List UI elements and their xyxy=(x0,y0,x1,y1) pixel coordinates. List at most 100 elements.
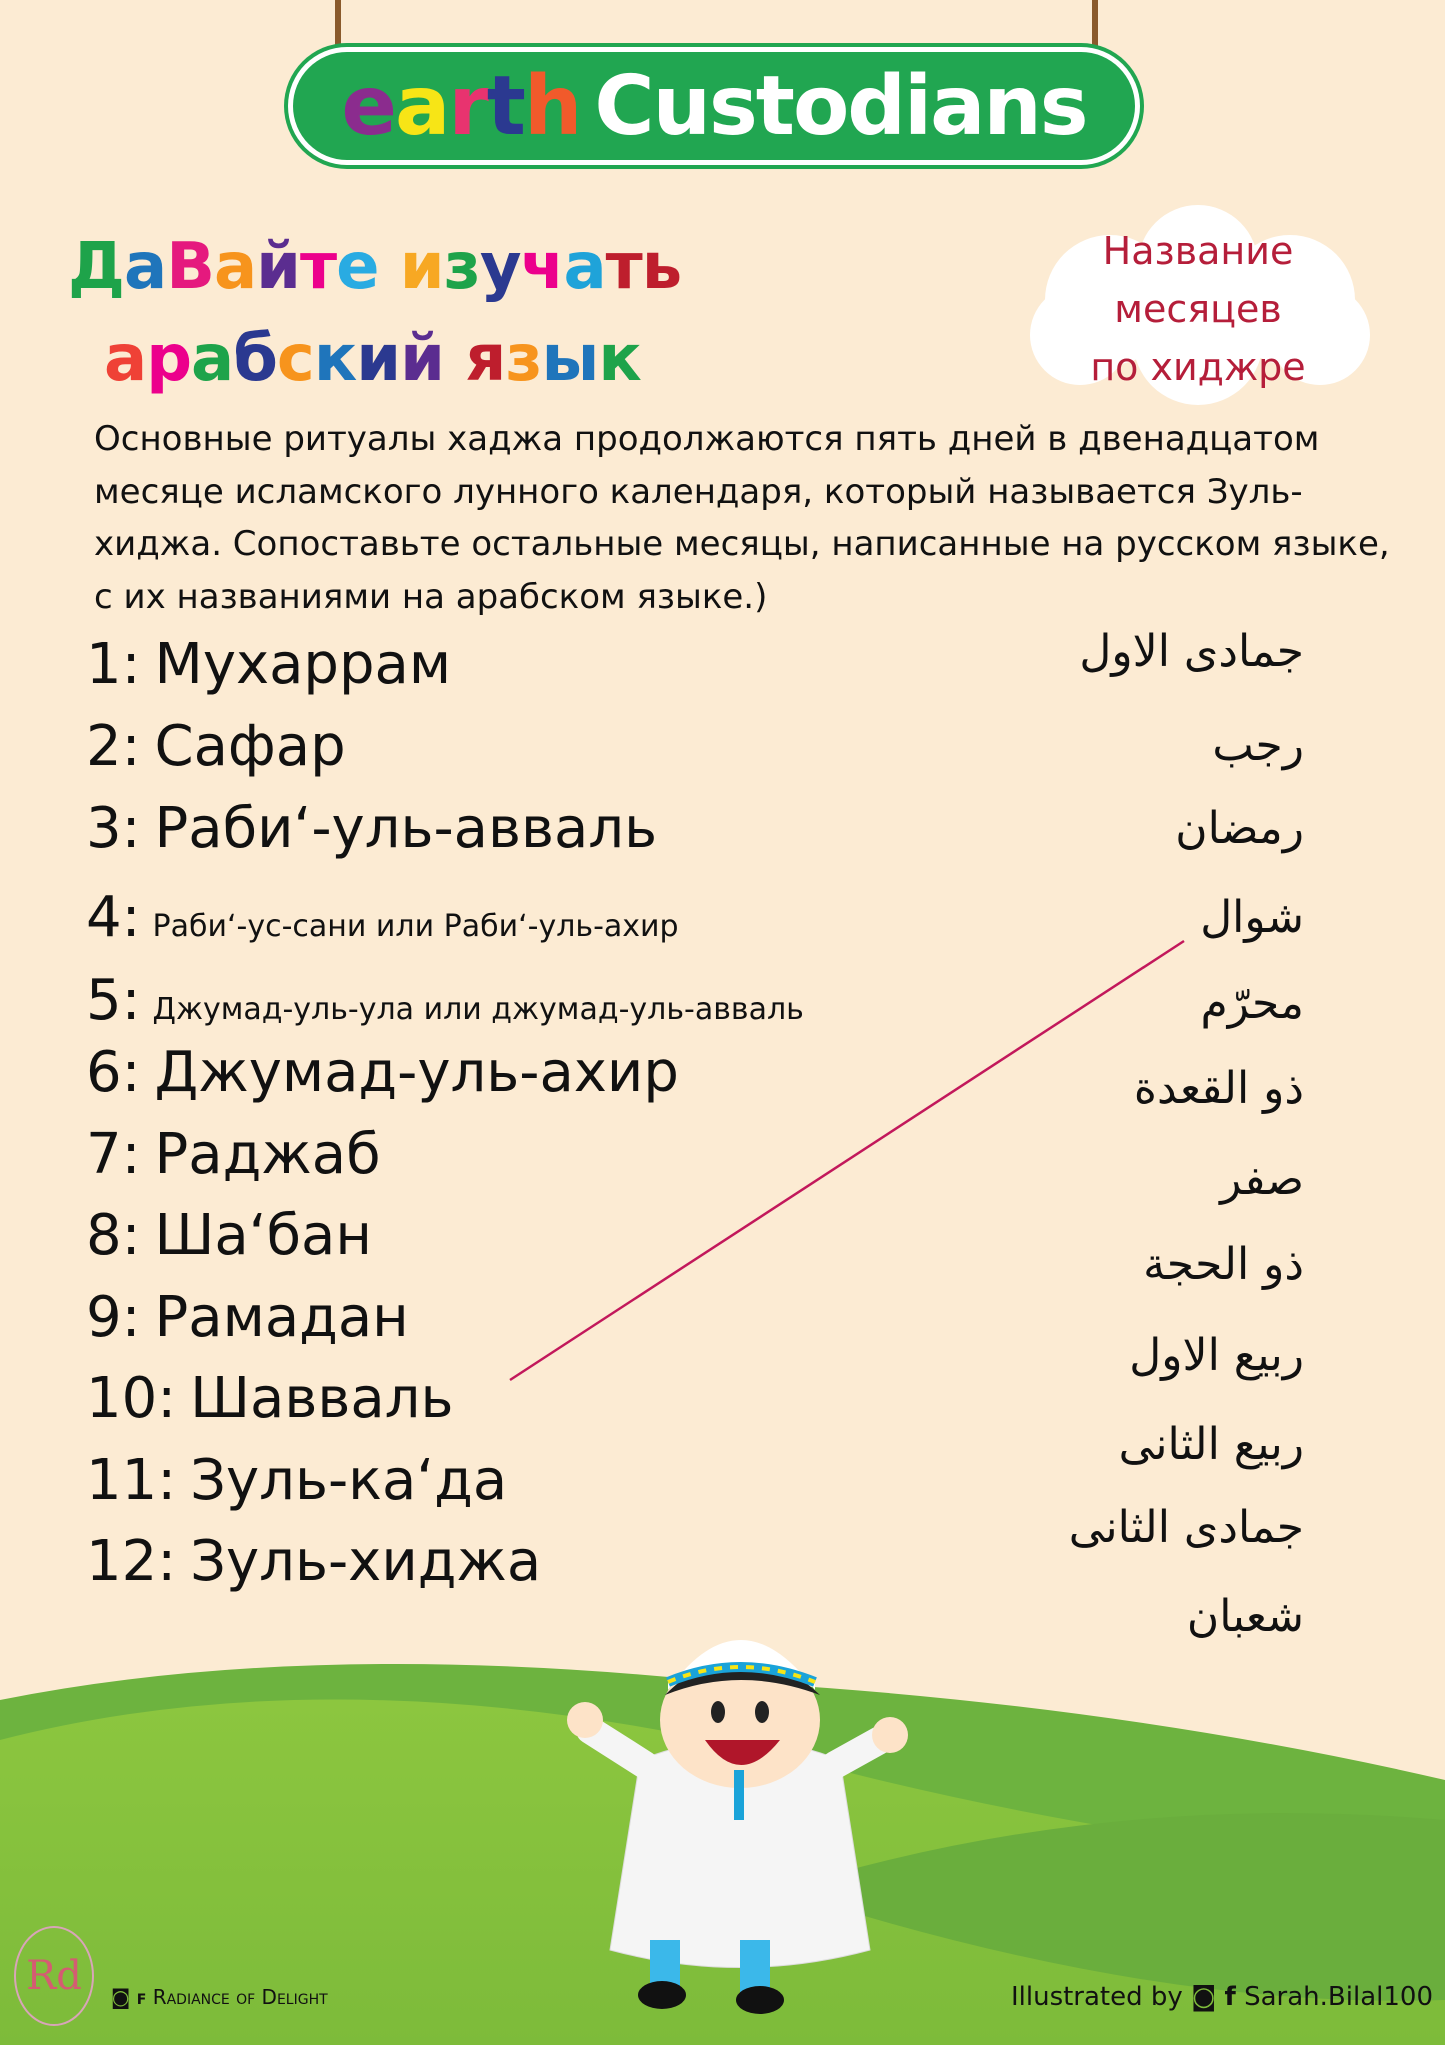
month-name: Зуль-ка‘да xyxy=(190,1448,508,1513)
title-letter: ы xyxy=(541,322,600,396)
arabic-month-item[interactable]: ربيع الاول xyxy=(1129,1330,1304,1381)
logo-custodians: Custodians xyxy=(594,58,1088,154)
arabic-month-item[interactable]: رجب xyxy=(1212,720,1304,771)
russian-month-item: 3: Раби‘-уль-авваль xyxy=(86,799,657,859)
month-name: Раби‘-ус-сани или Раби‘-уль-ахир xyxy=(152,909,679,944)
title-letter: р xyxy=(146,322,192,396)
arabic-month-item[interactable]: ربيع الثانى xyxy=(1118,1419,1304,1470)
cloud-line: Название xyxy=(1102,229,1294,273)
hanging-rope xyxy=(1092,0,1098,70)
title-letter: й xyxy=(400,322,445,396)
month-number: 4: xyxy=(86,885,141,950)
title-letter: е xyxy=(336,230,379,304)
title-letter: з xyxy=(443,230,481,304)
title-letter: а xyxy=(563,230,606,304)
title-letter: Д xyxy=(68,230,125,304)
arabic-month-item[interactable]: صفر xyxy=(1220,1154,1304,1205)
russian-month-item: 5: Джумад-уль-ула или джумад-уль-авваль xyxy=(86,971,804,1031)
arabic-month-item[interactable]: محرّم xyxy=(1200,978,1305,1029)
month-name: Зуль-хиджа xyxy=(190,1529,542,1594)
title-letter: t xyxy=(486,58,526,154)
month-number: 10: xyxy=(86,1366,177,1431)
title-letter: з xyxy=(505,322,542,396)
hanging-rope xyxy=(335,0,341,70)
title-letter: а xyxy=(104,322,147,396)
russian-month-item: 12: Зуль-хиджа xyxy=(86,1532,541,1592)
title-letter: б xyxy=(233,322,278,396)
rd-monogram: Rd xyxy=(26,1953,82,1999)
page-title-line-2: арабский язык xyxy=(104,322,642,396)
title-letter: ть xyxy=(605,230,683,304)
russian-month-item: 9: Рамадан xyxy=(86,1288,409,1348)
title-letter: я xyxy=(465,322,506,396)
title-letter: а xyxy=(124,230,167,304)
month-name: Ша‘бан xyxy=(154,1203,372,1268)
title-letter: ч xyxy=(520,230,565,304)
title-letter: а xyxy=(191,322,234,396)
earth-custodians-logo: earth Custodians xyxy=(293,52,1135,160)
arabic-month-item[interactable]: شعبان xyxy=(1186,1591,1304,1642)
title-letter: к xyxy=(598,322,641,396)
title-letter: т xyxy=(300,230,337,304)
cloud-heading: Название месяцев по хиджре xyxy=(1040,222,1356,396)
title-letter: e xyxy=(341,58,397,154)
month-name: Джумад-уль-ула или джумад-уль-авваль xyxy=(152,992,804,1027)
match-line xyxy=(509,939,1185,1382)
russian-month-item: 8: Ша‘бан xyxy=(86,1206,372,1266)
title-letter: у xyxy=(479,230,522,304)
page-title-line-1: ДаВайте изучать xyxy=(68,230,683,304)
cloud-line: месяцев xyxy=(1114,287,1282,331)
title-letter: и xyxy=(356,322,401,396)
russian-month-item: 4: Раби‘-ус-сани или Раби‘-уль-ахир xyxy=(86,888,679,948)
month-number: 11: xyxy=(86,1448,177,1513)
russian-month-item: 2: Сафар xyxy=(86,717,346,777)
russian-month-item: 10: Шавваль xyxy=(86,1369,453,1429)
month-number: 7: xyxy=(86,1122,141,1187)
title-letter: h xyxy=(524,58,582,154)
facebook-icon: f xyxy=(1224,1982,1236,2012)
month-number: 6: xyxy=(86,1040,141,1105)
month-name: Раби‘-уль-авваль xyxy=(154,796,658,861)
russian-month-item: 11: Зуль-ка‘да xyxy=(86,1451,507,1511)
title-letter xyxy=(379,230,400,304)
month-number: 1: xyxy=(86,632,141,697)
instagram-icon: ◙ xyxy=(111,1985,131,2009)
footer-brand: Radiance of Delight xyxy=(152,1985,328,2009)
arabic-month-item[interactable]: شوال xyxy=(1200,892,1304,943)
cloud-badge xyxy=(1030,205,1370,405)
month-number: 9: xyxy=(86,1285,141,1350)
month-number: 8: xyxy=(86,1203,141,1268)
cloud-line: по хиджре xyxy=(1090,345,1306,389)
month-name: Шавваль xyxy=(190,1366,454,1431)
russian-month-item: 6: Джумад-уль-ахир xyxy=(86,1043,679,1103)
arabic-month-item[interactable]: رمضان xyxy=(1175,803,1304,854)
title-letter: a xyxy=(395,58,450,154)
title-letter: й xyxy=(256,230,301,304)
title-letter: и xyxy=(399,230,445,304)
title-letter: r xyxy=(448,58,488,154)
title-letter: В xyxy=(166,230,215,304)
russian-month-item: 7: Раджаб xyxy=(86,1125,381,1185)
footer-credit-left: ◙ f Radiance of Delight xyxy=(111,1985,328,2009)
arabic-month-item[interactable]: جمادى الاول xyxy=(1079,626,1304,677)
boy-illustration xyxy=(567,1640,908,2014)
title-letter: с xyxy=(276,322,315,396)
facebook-icon: f xyxy=(136,1985,147,2009)
right-hill xyxy=(780,1813,1445,2001)
month-name: Мухаррам xyxy=(154,632,452,697)
month-name: Рамадан xyxy=(154,1285,409,1350)
arabic-month-item[interactable]: ذو الحجة xyxy=(1143,1239,1304,1290)
instagram-icon: ◙ xyxy=(1191,1982,1217,2012)
title-letter: а xyxy=(213,230,257,304)
month-name: Джумад-уль-ахир xyxy=(154,1040,679,1105)
arabic-month-item[interactable]: ذو القعدة xyxy=(1133,1063,1304,1114)
month-number: 3: xyxy=(86,796,141,861)
month-number: 12: xyxy=(86,1529,177,1594)
arabic-month-item[interactable]: جمادى الثانى xyxy=(1068,1502,1304,1553)
title-letter: к xyxy=(313,322,357,396)
illustrator-handle: Sarah.Bilal100 xyxy=(1244,1982,1433,2012)
logo-earth: earth xyxy=(341,58,582,154)
russian-month-item: 1: Мухаррам xyxy=(86,635,451,695)
month-number: 5: xyxy=(86,968,141,1033)
